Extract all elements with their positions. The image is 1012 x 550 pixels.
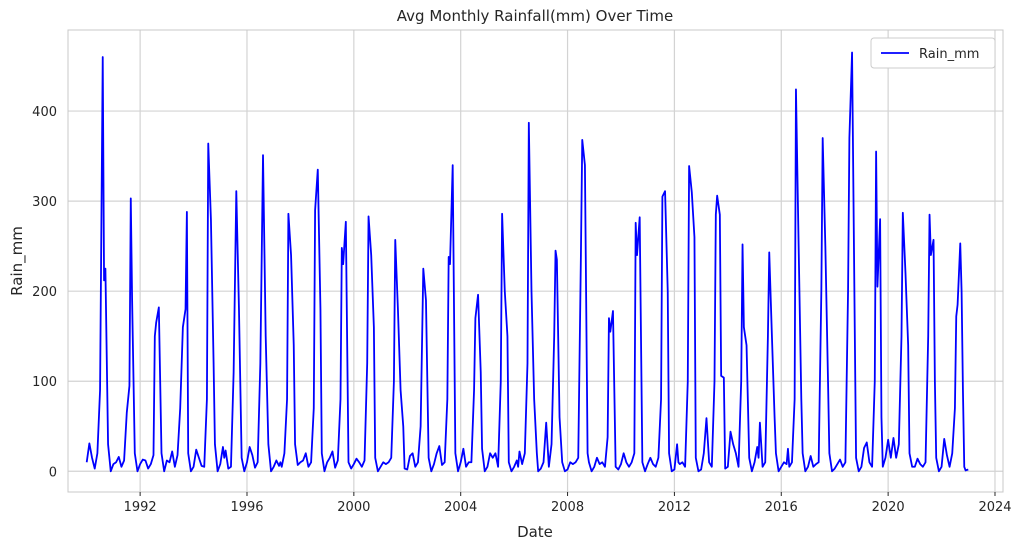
x-tick-label: 2008: [551, 500, 584, 515]
rain-mm-line: [85, 51, 969, 473]
plot-frame: [67, 29, 1004, 493]
y-tick-label: 100: [32, 375, 57, 390]
x-tick-label: 2016: [765, 500, 798, 515]
x-tick-labels: 1992 1996 2000 2004 2008 2012 2016 2020 2024: [124, 492, 1012, 515]
x-tick-label: 1996: [230, 500, 263, 515]
chart-title: Avg Monthly Rainfall(mm) Over Time: [397, 7, 673, 25]
y-tick-labels: 0 100 200 300 400: [32, 105, 57, 480]
x-tick-label: 2000: [337, 500, 370, 515]
x-tick-label: 2020: [872, 500, 905, 515]
y-tick-label: 200: [32, 285, 57, 300]
x-axis-label: Date: [517, 523, 553, 541]
x-tick-label: 2024: [978, 500, 1011, 515]
legend-label-rain-mm: Rain_mm: [919, 47, 979, 62]
y-tick-label: 300: [32, 195, 57, 210]
x-tick-label: 1992: [124, 500, 157, 515]
y-tick-label: 0: [49, 465, 57, 480]
x-tick-label: 2012: [658, 500, 691, 515]
x-gridlines: [139, 30, 996, 492]
x-tick-label: 2004: [444, 500, 477, 515]
legend: Rain_mm: [870, 37, 996, 69]
legend-box: [870, 37, 996, 69]
y-tick-label: 400: [32, 105, 57, 120]
y-axis-label: Rain_mm: [8, 226, 27, 296]
